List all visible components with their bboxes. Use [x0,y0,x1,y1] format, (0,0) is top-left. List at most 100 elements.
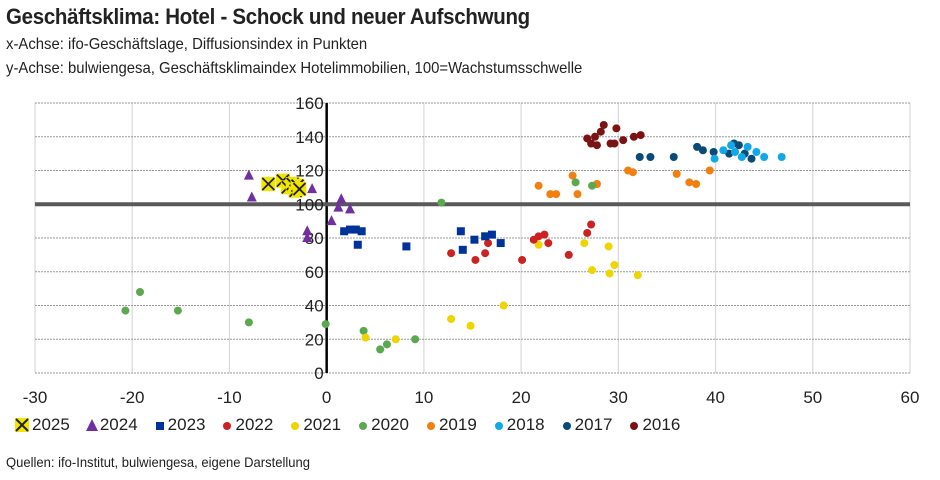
legend-label: 2018 [506,415,545,434]
data-point-2022 [583,228,592,237]
y-tick-label: 100 [295,195,323,214]
data-point-2023 [402,242,411,251]
legend-label: 2019 [438,415,477,434]
scatter-chart: -30 -20 -10 0 10 20 30 40 50 60020406080100120140… [23,94,920,407]
legend-marker-circle [562,422,571,430]
data-point-2016 [596,127,605,136]
data-point-2019 [672,169,681,178]
data-point-2024 [336,193,347,204]
data-point-2023 [351,225,360,234]
data-point-2019 [573,190,582,199]
data-point-2019 [685,178,694,187]
legend-label: 2023 [167,415,206,434]
legend-marker-circle [426,422,435,430]
data-point-2018 [777,153,786,161]
data-point-2024 [345,203,355,214]
data-point-2022 [540,230,549,239]
data-point-2016 [592,141,601,150]
x-tick-label: 30 [609,388,628,407]
data-point-2017 [669,153,678,161]
data-point-2018 [727,141,736,150]
data-point-2020 [173,306,182,315]
chart-title: Geschäftsklima: Hotel - Schock und neuer… [6,4,530,29]
data-point-2021 [580,239,589,248]
legend-item-2021: 2021 [285,415,341,435]
x-tick-label: 20 [512,388,531,407]
x-tick-label: -10 [217,388,242,407]
data-point-2020 [359,326,368,335]
legend-marker-square [155,422,164,430]
legend-label: 2025 [32,415,70,434]
data-point-2023 [340,227,349,236]
data-point-2024 [307,183,318,194]
data-point-2019 [568,171,577,180]
data-point-2023 [353,240,362,249]
data-point-2017 [734,141,743,150]
legend-item-2016: 2016 [624,415,680,435]
data-point-2016 [612,124,621,133]
data-point-2017 [698,146,707,155]
data-point-2018 [752,147,761,156]
y-tick-label: 40 [305,297,324,316]
data-point-2020 [244,318,253,327]
y-tick-label: 20 [305,330,324,349]
data-point-2022 [447,249,456,258]
x-tick-label: 10 [414,388,433,407]
data-point-2020 [382,340,391,349]
data-point-2024 [243,169,254,180]
x-tick-label: 0 [322,388,331,407]
legend-label: 2017 [574,415,613,434]
x-tick-label: -30 [23,388,48,407]
legend-label: 2024 [99,415,138,434]
legend-item-2019: 2019 [421,415,477,435]
y-tick-label: 140 [295,128,323,147]
data-point-2023 [487,230,496,239]
data-point-2022 [484,239,493,248]
legend-marker-triangle [85,419,98,431]
x-tick-label: 50 [803,388,822,407]
x-tick-label: 60 [901,388,920,407]
data-point-2016 [636,131,645,140]
data-point-2021 [610,261,619,269]
data-point-2022 [518,255,527,264]
data-point-2017 [693,142,702,151]
x-tick-label: 40 [706,388,725,407]
data-point-2017 [709,147,718,156]
data-point-2019 [692,180,701,188]
legend-marker-circle [630,422,639,430]
legend: 2025 2024 2023 2022 2021 2020 2019 2018 2017 2016 [14,415,692,435]
data-point-2023 [346,225,354,234]
legend-item-2020: 2020 [353,415,409,435]
legend-marker-circle [359,422,368,430]
legend-label: 2020 [371,415,409,434]
data-point-2022 [544,239,553,248]
legend-label: 2022 [235,415,274,434]
data-point-2020 [121,306,130,315]
data-point-2021 [605,269,614,278]
data-point-2018 [743,142,752,151]
y-tick-label: 120 [295,162,323,181]
data-point-2022 [564,250,573,259]
data-point-2025 [292,182,307,197]
data-point-2019 [546,190,555,199]
data-point-2016 [599,120,608,129]
y-axis-description: y-Achse: bulwiengesa, Geschäftsklimainde… [6,60,583,77]
data-point-2021 [391,335,400,344]
y-tick-label: 0 [314,364,323,383]
y-tick-label: 60 [305,263,324,282]
data-point-2018 [731,147,739,156]
data-point-2018 [710,154,719,163]
data-point-2024 [246,191,257,202]
legend-marker-circle [291,422,300,430]
data-point-2024 [302,225,313,236]
data-point-2016 [619,136,628,145]
data-point-2019 [534,181,543,190]
data-point-2023 [496,239,505,248]
data-point-2020 [437,198,446,207]
data-point-2017 [635,153,644,161]
data-point-2025 [261,177,276,191]
y-tick-label: 160 [295,94,323,113]
source-note: Quellen: ifo-Institut, bulwiengesa, eige… [6,454,310,470]
x-tick-label: -20 [120,388,145,407]
data-point-2021 [633,271,642,280]
